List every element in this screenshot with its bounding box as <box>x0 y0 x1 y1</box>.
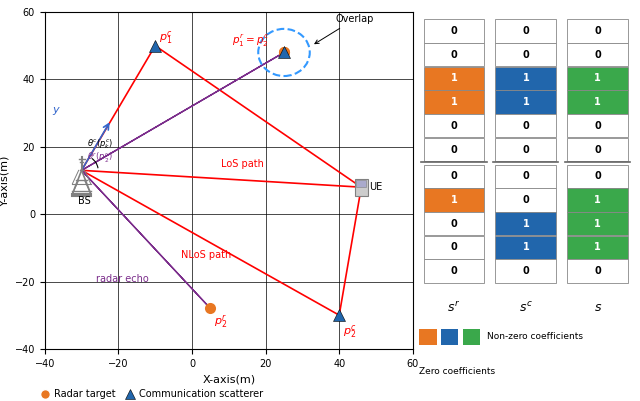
Bar <box>567 164 628 188</box>
X-axis label: X-axis(m): X-axis(m) <box>202 374 255 384</box>
Text: $\theta^r(p_2^r)$: $\theta^r(p_2^r)$ <box>87 150 113 165</box>
Bar <box>424 43 484 66</box>
Text: 0: 0 <box>451 145 458 154</box>
Bar <box>424 236 484 259</box>
Text: radar echo: radar echo <box>97 273 149 284</box>
Bar <box>567 259 628 283</box>
Text: $s$: $s$ <box>593 301 602 314</box>
Text: NLoS path: NLoS path <box>181 250 231 260</box>
Bar <box>567 19 628 43</box>
Text: 0: 0 <box>451 50 458 60</box>
Text: 1: 1 <box>451 97 458 107</box>
Bar <box>567 43 628 66</box>
Text: 1: 1 <box>595 73 601 83</box>
Text: $s^c$: $s^c$ <box>519 301 532 315</box>
Text: 0: 0 <box>522 195 529 205</box>
Text: $p_1^r = p_2^c$: $p_1^r = p_2^c$ <box>232 33 269 49</box>
Bar <box>495 138 556 161</box>
Bar <box>419 329 436 345</box>
Bar <box>495 19 556 43</box>
Bar <box>495 259 556 283</box>
Text: 0: 0 <box>522 266 529 276</box>
Bar <box>495 67 556 90</box>
Bar <box>495 114 556 138</box>
Y-axis label: Y-axis(m): Y-axis(m) <box>0 155 9 206</box>
Bar <box>495 43 556 66</box>
Bar <box>424 114 484 138</box>
Text: 0: 0 <box>595 171 601 181</box>
Text: 1: 1 <box>522 242 529 252</box>
Bar <box>567 138 628 161</box>
Bar <box>356 180 366 187</box>
Bar <box>567 67 628 90</box>
Text: 0: 0 <box>595 26 601 36</box>
Bar <box>424 164 484 188</box>
Bar <box>355 179 368 196</box>
Bar <box>495 236 556 259</box>
Text: 0: 0 <box>451 121 458 131</box>
Text: Overlap: Overlap <box>315 14 374 44</box>
Bar <box>567 236 628 259</box>
Text: UE: UE <box>369 182 382 192</box>
Text: 0: 0 <box>451 171 458 181</box>
Text: $p_1^c$: $p_1^c$ <box>159 29 173 47</box>
Bar <box>424 138 484 161</box>
Text: $p_2^c$: $p_2^c$ <box>343 322 356 340</box>
Text: 0: 0 <box>595 50 601 60</box>
Bar <box>495 188 556 212</box>
Bar <box>567 212 628 235</box>
Text: 0: 0 <box>522 121 529 131</box>
Text: $p_2^r$: $p_2^r$ <box>214 314 227 330</box>
Text: Zero coefficients: Zero coefficients <box>419 367 495 377</box>
Text: 0: 0 <box>522 171 529 181</box>
Text: 0: 0 <box>451 242 458 252</box>
Bar <box>567 114 628 138</box>
Text: 0: 0 <box>451 219 458 229</box>
Bar <box>495 164 556 188</box>
Text: 0: 0 <box>595 266 601 276</box>
Text: $y$: $y$ <box>52 105 61 117</box>
Text: 1: 1 <box>522 219 529 229</box>
Text: 1: 1 <box>595 219 601 229</box>
Text: 1: 1 <box>595 97 601 107</box>
Text: $s^r$: $s^r$ <box>447 301 461 316</box>
Text: $\theta^c(p_k^c)$: $\theta^c(p_k^c)$ <box>87 138 113 151</box>
Bar <box>424 188 484 212</box>
Text: BS: BS <box>78 196 91 206</box>
Text: 0: 0 <box>451 26 458 36</box>
Bar <box>424 91 484 114</box>
Text: 1: 1 <box>595 242 601 252</box>
Bar <box>495 91 556 114</box>
Text: Non-zero coefficients: Non-zero coefficients <box>486 332 582 342</box>
Bar <box>424 212 484 235</box>
Bar <box>424 19 484 43</box>
Text: 0: 0 <box>522 145 529 154</box>
Bar <box>424 67 484 90</box>
Text: 1: 1 <box>595 195 601 205</box>
Bar <box>495 212 556 235</box>
Text: 1: 1 <box>522 73 529 83</box>
Text: 0: 0 <box>595 121 601 131</box>
Text: 0: 0 <box>522 50 529 60</box>
Bar <box>424 259 484 283</box>
Text: 1: 1 <box>522 97 529 107</box>
Bar <box>567 91 628 114</box>
Text: 1: 1 <box>451 73 458 83</box>
Bar <box>441 329 458 345</box>
Text: 0: 0 <box>522 26 529 36</box>
Text: LoS path: LoS path <box>221 159 264 169</box>
Text: 0: 0 <box>451 266 458 276</box>
Text: 1: 1 <box>451 195 458 205</box>
Bar <box>463 329 480 345</box>
Bar <box>567 188 628 212</box>
Legend: Radar target, Communication scatterer: Radar target, Communication scatterer <box>35 385 268 401</box>
Text: 0: 0 <box>595 145 601 154</box>
